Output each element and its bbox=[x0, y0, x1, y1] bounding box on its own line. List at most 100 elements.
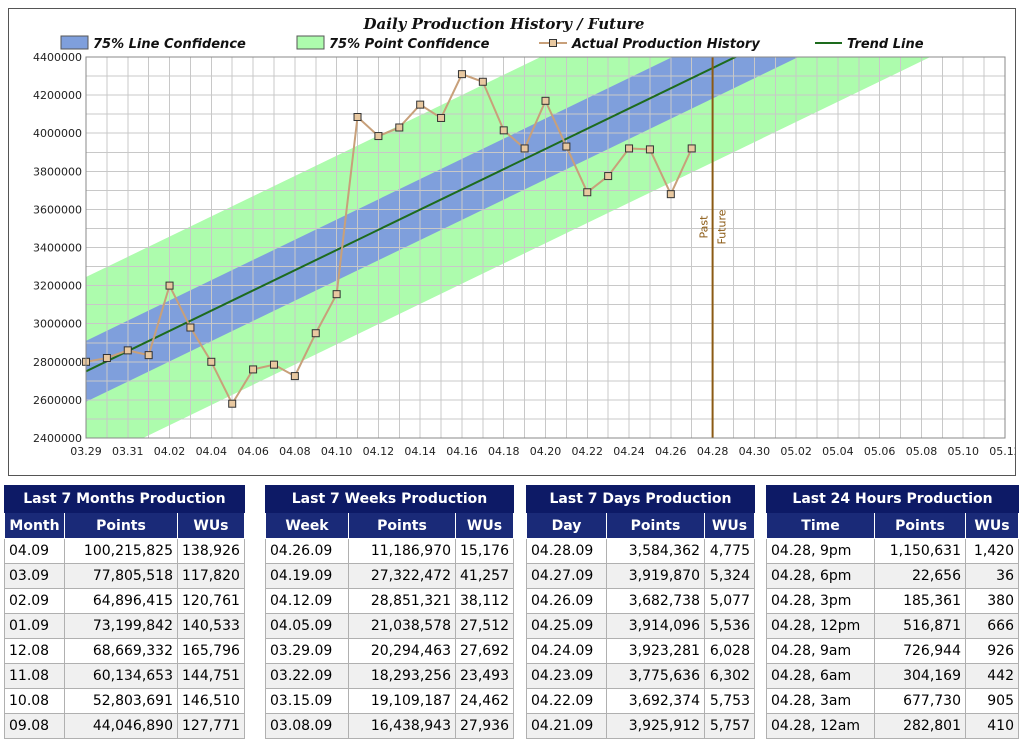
table-cell: 04.21.09 bbox=[526, 713, 607, 739]
table-row: 03.09 77,805,518 117,820 bbox=[4, 563, 245, 589]
data-point-marker bbox=[311, 329, 320, 338]
table-cell: 1,420 bbox=[965, 538, 1019, 564]
data-point-marker bbox=[457, 70, 466, 79]
table-row: 04.28, 6am 304,169 442 bbox=[766, 663, 1019, 689]
data-point-marker bbox=[437, 113, 446, 122]
table-cell: 3,682,738 bbox=[606, 588, 705, 614]
table-cell: 73,199,842 bbox=[64, 613, 178, 639]
table-cell: 04.26.09 bbox=[265, 538, 349, 564]
x-tick-label: 04.02 bbox=[154, 445, 186, 458]
table-cell: 03.22.09 bbox=[265, 663, 349, 689]
y-tick-label: 3200000 bbox=[33, 280, 82, 293]
table-cell: 64,896,415 bbox=[64, 588, 178, 614]
data-point-marker bbox=[562, 142, 571, 151]
table-cell: 52,803,691 bbox=[64, 688, 178, 714]
data-point-marker bbox=[499, 126, 508, 135]
weeks-table-title: Last 7 Weeks Production bbox=[265, 485, 514, 513]
data-point-marker bbox=[625, 144, 634, 153]
table-row: 04.24.09 3,923,281 6,028 bbox=[526, 638, 755, 664]
data-point-marker bbox=[645, 145, 654, 154]
x-tick-label: 05.04 bbox=[822, 445, 854, 458]
months-table-title: Last 7 Months Production bbox=[4, 485, 245, 513]
table-cell: 282,801 bbox=[874, 713, 966, 739]
table-cell: 146,510 bbox=[177, 688, 245, 714]
table-cell: 23,493 bbox=[455, 663, 514, 689]
table-cell: 3,775,636 bbox=[606, 663, 705, 689]
table-cell: 38,112 bbox=[455, 588, 514, 614]
x-tick-label: 04.06 bbox=[237, 445, 269, 458]
data-point-marker bbox=[165, 281, 174, 290]
legend-swatch-line-confidence bbox=[60, 35, 89, 50]
table-cell: 41,257 bbox=[455, 563, 514, 589]
data-point-marker bbox=[269, 360, 278, 369]
x-tick-label: 04.20 bbox=[530, 445, 562, 458]
table-row: 04.28, 6pm 22,656 36 bbox=[766, 563, 1019, 589]
hours-col-time: Time bbox=[766, 512, 875, 539]
data-point-marker bbox=[583, 188, 592, 197]
table-cell: 120,761 bbox=[177, 588, 245, 614]
table-cell: 27,936 bbox=[455, 713, 514, 739]
table-cell: 677,730 bbox=[874, 688, 966, 714]
data-point-marker bbox=[207, 357, 216, 366]
table-cell: 6,028 bbox=[704, 638, 755, 664]
table-cell: 03.09 bbox=[4, 563, 65, 589]
table-row: 03.08.09 16,438,943 27,936 bbox=[265, 713, 514, 739]
table-row: 04.12.09 28,851,321 38,112 bbox=[265, 588, 514, 614]
table-cell: 04.19.09 bbox=[265, 563, 349, 589]
y-tick-label: 3400000 bbox=[33, 242, 82, 255]
table-cell: 03.29.09 bbox=[265, 638, 349, 664]
hours-col-points: Points bbox=[874, 512, 966, 539]
days-col-wus: WUs bbox=[704, 512, 755, 539]
weeks-col-wus: WUs bbox=[455, 512, 514, 539]
table-row: 12.08 68,669,332 165,796 bbox=[4, 638, 245, 664]
table-row: 04.19.09 27,322,472 41,257 bbox=[265, 563, 514, 589]
days-production-table: Last 7 Days Production Day Points WUs 04… bbox=[526, 485, 755, 739]
table-cell: 04.28, 3am bbox=[766, 688, 875, 714]
x-tick-label: 05.08 bbox=[906, 445, 938, 458]
legend-label-actual: Actual Production History bbox=[571, 37, 760, 52]
table-cell: 04.28, 9am bbox=[766, 638, 875, 664]
table-row: 04.09 100,215,825 138,926 bbox=[4, 538, 245, 564]
table-cell: 3,923,281 bbox=[606, 638, 705, 664]
table-cell: 380 bbox=[965, 588, 1019, 614]
data-point-marker bbox=[687, 144, 696, 153]
table-cell: 4,775 bbox=[704, 538, 755, 564]
y-tick-label: 3800000 bbox=[33, 165, 82, 178]
x-tick-label: 03.31 bbox=[112, 445, 144, 458]
y-tick-label: 3600000 bbox=[33, 203, 82, 216]
table-cell: 03.15.09 bbox=[265, 688, 349, 714]
table-cell: 03.08.09 bbox=[265, 713, 349, 739]
table-row: 04.21.09 3,925,912 5,757 bbox=[526, 713, 755, 739]
table-cell: 304,169 bbox=[874, 663, 966, 689]
months-col-points: Points bbox=[64, 512, 178, 539]
data-point-marker bbox=[102, 353, 111, 362]
table-cell: 12.08 bbox=[4, 638, 65, 664]
hours-col-wus: WUs bbox=[965, 512, 1019, 539]
table-cell: 04.28, 3pm bbox=[766, 588, 875, 614]
table-cell: 04.23.09 bbox=[526, 663, 607, 689]
days-col-day: Day bbox=[526, 512, 607, 539]
table-cell: 01.09 bbox=[4, 613, 65, 639]
months-production-table: Last 7 Months Production Month Points WU… bbox=[4, 485, 245, 739]
table-cell: 68,669,332 bbox=[64, 638, 178, 664]
table-cell: 5,536 bbox=[704, 613, 755, 639]
table-cell: 27,512 bbox=[455, 613, 514, 639]
table-cell: 15,176 bbox=[455, 538, 514, 564]
x-tick-label: 04.26 bbox=[655, 445, 687, 458]
table-row: 04.28, 3am 677,730 905 bbox=[766, 688, 1019, 714]
table-cell: 726,944 bbox=[874, 638, 966, 664]
plot-border bbox=[85, 56, 1006, 439]
y-tick-label: 4000000 bbox=[33, 127, 82, 140]
x-tick-label: 04.22 bbox=[572, 445, 604, 458]
table-cell: 11,186,970 bbox=[348, 538, 456, 564]
data-point-marker bbox=[478, 77, 487, 86]
table-row: 09.08 44,046,890 127,771 bbox=[4, 713, 245, 739]
table-row: 04.05.09 21,038,578 27,512 bbox=[265, 613, 514, 639]
chart-svg: Past Future 2400000 2600000 2800000 3000000 32… bbox=[33, 15, 1015, 458]
table-cell: 04.28, 12am bbox=[766, 713, 875, 739]
x-tick-label: 04.18 bbox=[488, 445, 520, 458]
trend-line bbox=[86, 57, 738, 373]
table-cell: 36 bbox=[965, 563, 1019, 589]
data-point-marker bbox=[144, 351, 153, 360]
table-cell: 3,925,912 bbox=[606, 713, 705, 739]
